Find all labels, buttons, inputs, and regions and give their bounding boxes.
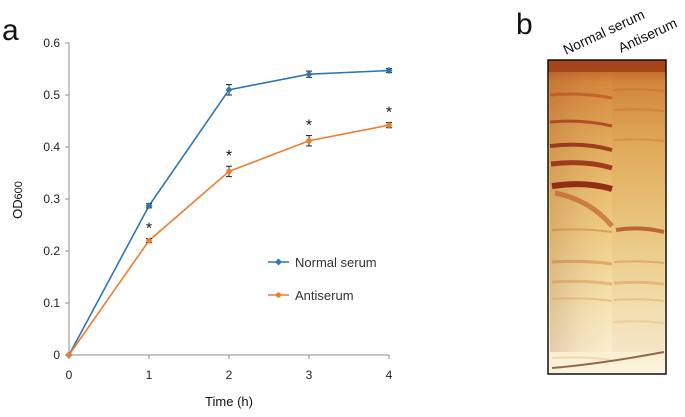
legend-label-antiserum: Antiserum (295, 288, 354, 303)
y-axis-title: OD600 (10, 181, 25, 219)
y-tick-label: 0 (53, 348, 60, 362)
x-tick-label: 3 (306, 368, 313, 382)
x-tick-label: 0 (66, 368, 73, 382)
data-point (305, 70, 313, 78)
band (613, 88, 665, 92)
y-tick-label: 0.5 (43, 88, 60, 102)
gel-well-region (548, 60, 666, 72)
x-tick-label: 2 (226, 368, 233, 382)
band (613, 320, 665, 324)
y-tick-label: 0.4 (43, 140, 60, 154)
band (551, 297, 613, 302)
band (551, 259, 613, 266)
significance-star: * (306, 118, 312, 135)
band (613, 260, 665, 264)
series-normal-serum (65, 67, 393, 359)
panel-b-label: b (516, 8, 533, 41)
x-tick-label: 1 (146, 368, 153, 382)
band (549, 119, 613, 128)
series-layer (65, 67, 393, 359)
data-point (146, 237, 152, 244)
y-axis-title-sub: 600 (13, 181, 25, 199)
band (551, 228, 613, 233)
gel-border (547, 59, 667, 375)
band (613, 138, 665, 142)
data-point (145, 202, 153, 210)
significance-star: * (146, 221, 152, 238)
data-point (225, 86, 233, 94)
y-tick-label: 0.6 (43, 36, 60, 50)
band (549, 92, 613, 100)
y-tick-label: 0.2 (43, 244, 60, 258)
gel-lane-antiserum (612, 72, 664, 352)
bands-normal-serum (549, 92, 614, 361)
band (615, 226, 665, 234)
band (613, 280, 665, 286)
data-point (386, 122, 392, 128)
band (554, 190, 614, 228)
panel-a-label: a (2, 14, 19, 47)
band (551, 356, 613, 361)
data-point (385, 67, 393, 75)
y-tick-label: 0.1 (43, 296, 60, 310)
band (613, 298, 665, 302)
gel-image: Normal serum Antiserum (547, 6, 679, 375)
y-axis-title-main: OD (10, 199, 25, 219)
band (551, 279, 613, 286)
significance-star: * (226, 148, 232, 165)
series-antiserum (66, 122, 392, 358)
x-axis-title: Time (h) (205, 394, 253, 409)
bands-antiserum (613, 88, 665, 324)
legend-marker-antiserum (275, 292, 282, 298)
x-ticks: 0 1 2 3 4 (66, 355, 393, 382)
data-point (226, 168, 232, 175)
band (551, 181, 613, 192)
y-tick-label: 0.3 (43, 192, 60, 206)
y-ticks: 0 0.1 0.2 0.3 0.4 0.5 0.6 (43, 36, 69, 362)
legend: Normal serum Antiserum (268, 255, 377, 303)
band (549, 142, 613, 152)
legend-label-normal-serum: Normal serum (295, 255, 377, 270)
series-line-normal-serum (68, 69, 390, 356)
band (613, 108, 665, 112)
gel-lane-normal-serum (550, 72, 612, 352)
data-point (66, 352, 72, 358)
x-tick-label: 4 (386, 368, 393, 382)
significance-annotations: * * * * (146, 105, 392, 238)
gel-bottom-edge (551, 351, 665, 369)
significance-star: * (386, 105, 392, 122)
band (550, 160, 613, 171)
legend-marker-normal-serum (275, 258, 282, 266)
data-point (306, 137, 312, 144)
